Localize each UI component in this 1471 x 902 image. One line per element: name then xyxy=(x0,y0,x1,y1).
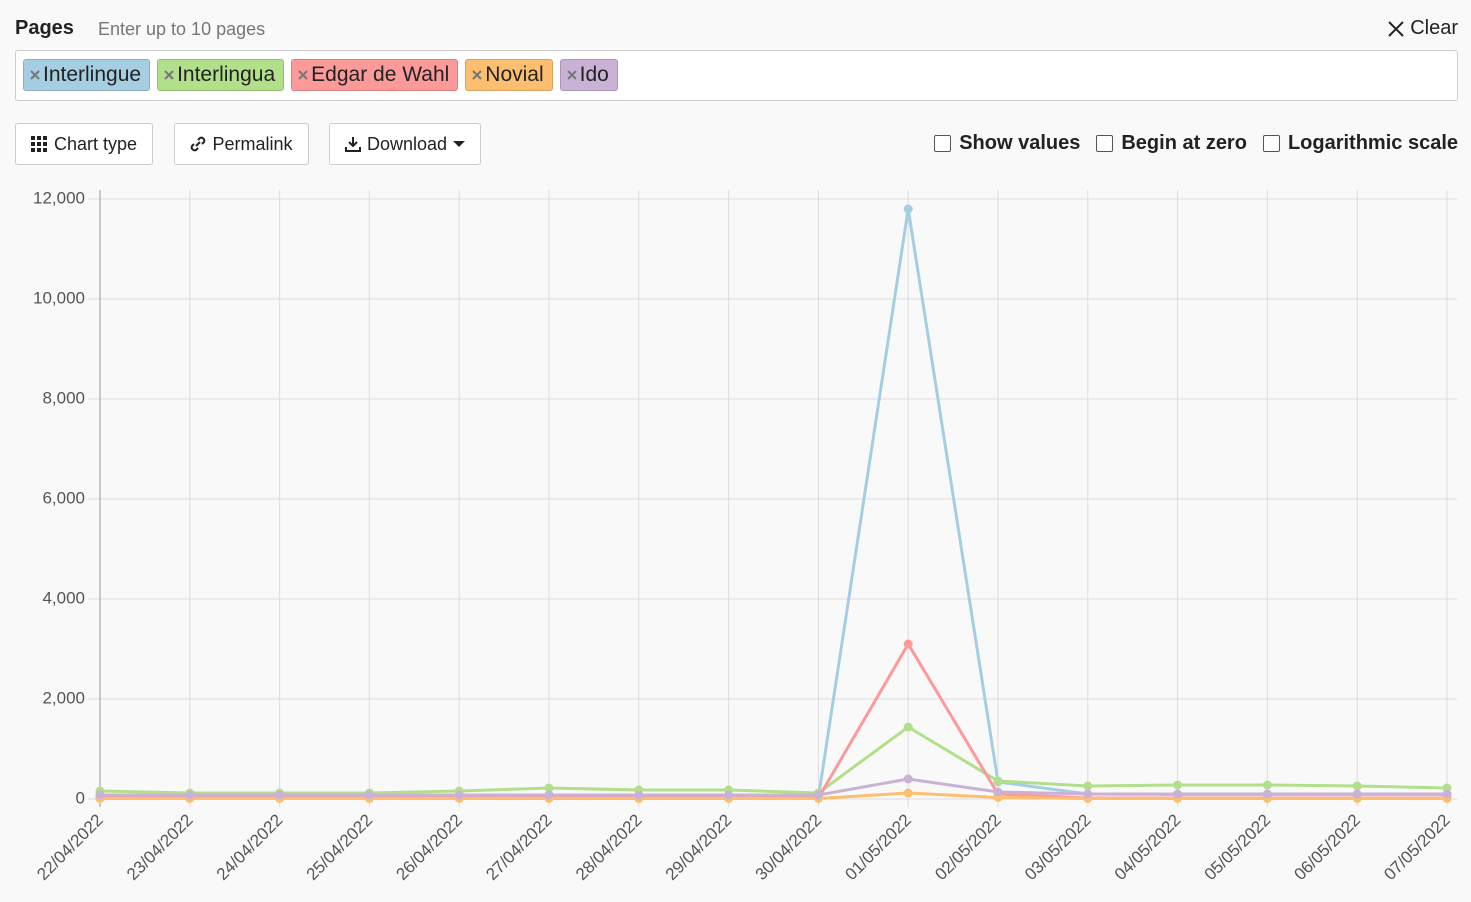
remove-icon[interactable] xyxy=(298,70,308,80)
tag-label: Novial xyxy=(485,63,544,86)
remove-icon[interactable] xyxy=(566,70,577,80)
title: Pages xyxy=(15,17,74,39)
series-line xyxy=(99,725,1448,795)
data-point xyxy=(813,790,823,800)
data-point xyxy=(634,790,644,800)
data-point xyxy=(993,787,1003,797)
data-point xyxy=(544,790,554,800)
data-point xyxy=(993,776,1003,786)
checkbox-label: Logarithmic scale xyxy=(1287,132,1458,154)
clear-icon xyxy=(1388,20,1404,37)
x-tick-label: 28/04/2022 xyxy=(572,810,646,884)
remove-icon[interactable] xyxy=(164,70,174,80)
button-label: Permalink xyxy=(212,133,293,154)
data-point xyxy=(1173,780,1183,790)
clear-button[interactable]: Clear xyxy=(1388,17,1458,40)
x-tick-label: 29/04/2022 xyxy=(662,810,736,884)
checkbox-box xyxy=(934,135,952,152)
data-point xyxy=(1083,781,1093,791)
data-point xyxy=(185,790,195,800)
y-tick-label: 2,000 xyxy=(42,688,85,707)
data-point xyxy=(1083,789,1093,799)
page-tag[interactable]: Edgar de Wahl xyxy=(291,59,459,91)
button-label: Download xyxy=(366,133,448,154)
series-line xyxy=(99,208,1447,800)
x-tick-label: 07/05/2022 xyxy=(1380,810,1454,884)
y-tick-label: 12,000 xyxy=(33,188,85,207)
page-tag[interactable]: Interlingue xyxy=(23,59,151,91)
x-tick-label: 22/04/2022 xyxy=(33,810,107,884)
tag-list: Interlingue Interlingua Edgar de Wahl Novia… xyxy=(23,59,618,91)
y-tick-label: 8,000 xyxy=(42,388,85,407)
x-tick-label: 04/05/2022 xyxy=(1111,810,1185,884)
tag-label: Interlingue xyxy=(43,63,142,86)
data-point xyxy=(903,204,913,214)
x-tick-label: 06/05/2022 xyxy=(1290,810,1364,884)
data-point xyxy=(1352,789,1362,799)
data-point xyxy=(544,783,554,793)
page-tag[interactable]: Novial xyxy=(465,59,553,91)
data-point xyxy=(1442,789,1452,799)
x-tick-label: 30/04/2022 xyxy=(752,810,826,884)
data-point xyxy=(1262,789,1272,799)
data-point xyxy=(1262,780,1272,790)
page-tag[interactable]: Interlingua xyxy=(157,59,285,91)
y-tick-label: 10,000 xyxy=(33,288,85,307)
options: Show values Begin at zero Logarithmic sc… xyxy=(934,132,1458,155)
tag-label: Ido xyxy=(579,63,609,86)
data-point xyxy=(95,790,105,800)
checkbox[interactable]: Begin at zero xyxy=(1096,132,1247,155)
checkbox-label: Begin at zero xyxy=(1121,132,1247,154)
x-tick-label: 01/05/2022 xyxy=(841,810,915,884)
remove-icon[interactable] xyxy=(30,70,40,80)
data-point xyxy=(903,639,913,649)
chart-type-button[interactable]: Chart type xyxy=(15,123,153,165)
x-tick-label: 27/04/2022 xyxy=(482,810,556,884)
checkbox[interactable]: Show values xyxy=(934,132,1080,155)
data-point xyxy=(1173,789,1183,799)
checkbox-box xyxy=(1262,135,1280,152)
y-tick-label: 6,000 xyxy=(42,488,85,507)
x-tick-label: 02/05/2022 xyxy=(931,810,1005,884)
grid-icon xyxy=(30,135,47,152)
x-tick-label: 03/05/2022 xyxy=(1021,810,1095,884)
x-tick-label: 05/05/2022 xyxy=(1201,810,1275,884)
data-point xyxy=(454,790,464,800)
link-icon xyxy=(191,136,206,152)
hint: Enter up to 10 pages xyxy=(98,19,266,39)
caret xyxy=(453,141,466,147)
data-point xyxy=(903,774,913,784)
tag-label: Interlingua xyxy=(177,63,276,86)
checkbox-box xyxy=(1096,135,1114,152)
chart: 0 2,000 4,000 6,000 8,000 10,000 12,000 22/04/2… xyxy=(33,188,1457,884)
y-tick-label: 0 xyxy=(76,788,85,807)
data-point xyxy=(1352,781,1362,791)
button-label: Chart type xyxy=(53,133,138,154)
data-point xyxy=(364,790,374,800)
tag-label: Edgar de Wahl xyxy=(311,63,450,86)
download-icon xyxy=(344,137,361,152)
download-button[interactable]: Download xyxy=(329,123,481,165)
data-point xyxy=(275,790,285,800)
x-tick-label: 25/04/2022 xyxy=(303,810,377,884)
permalink-button[interactable]: Permalink xyxy=(174,123,309,165)
page-tag[interactable]: Ido xyxy=(559,59,618,91)
clear-label: Clear xyxy=(1410,17,1458,39)
data-point xyxy=(903,722,913,732)
x-tick-label: 23/04/2022 xyxy=(123,810,197,884)
checkbox-label: Show values xyxy=(959,132,1081,154)
y-tick-label: 4,000 xyxy=(42,588,85,607)
data-point xyxy=(724,790,734,800)
data-point xyxy=(903,788,913,798)
series-line xyxy=(100,777,1447,797)
series-line xyxy=(100,641,1447,800)
x-tick-label: 24/04/2022 xyxy=(213,810,287,884)
x-tick-label: 26/04/2022 xyxy=(392,810,466,884)
remove-icon[interactable] xyxy=(472,70,483,80)
series-line xyxy=(100,791,1447,800)
checkbox[interactable]: Logarithmic scale xyxy=(1262,132,1458,155)
